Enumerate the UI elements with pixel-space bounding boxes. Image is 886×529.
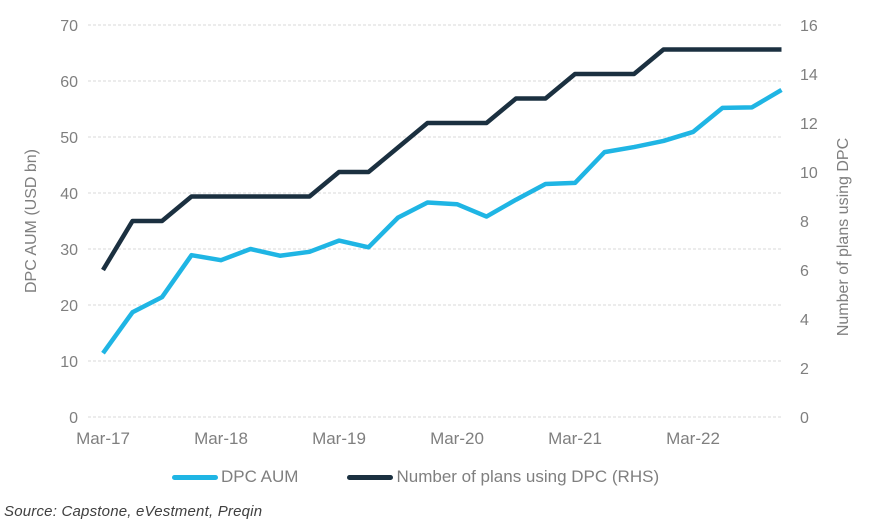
right-axis-tick-label: 10 [800, 165, 818, 182]
right-axis-tick-label: 2 [800, 361, 809, 378]
x-axis-tick-label: Mar-21 [548, 429, 602, 448]
right-axis-tick-label: 14 [800, 67, 818, 84]
left-axis-tick-label: 20 [60, 298, 78, 315]
left-axis-tick-label: 40 [60, 186, 78, 203]
right-axis-tick-label: 4 [800, 312, 809, 329]
series-line-plans [101, 47, 782, 272]
legend: DPC AUM Number of plans using DPC (RHS) [172, 467, 659, 487]
right-axis-tick-label: 0 [800, 410, 809, 427]
left-axis-tick-label: 0 [69, 410, 78, 427]
left-axis-tick-label: 70 [60, 18, 78, 35]
x-axis-tick-label: Mar-20 [430, 429, 484, 448]
left-axis-tick-label: 10 [60, 354, 78, 371]
left-axis-tick-label: 30 [60, 242, 78, 259]
right-axis-tick-label: 6 [800, 263, 809, 280]
right-axis-title: Number of plans using DPC [835, 137, 852, 337]
right-axis-tick-label: 16 [800, 18, 818, 35]
left-axis-tick-label: 60 [60, 74, 78, 91]
legend-item-plans: Number of plans using DPC (RHS) [347, 467, 659, 487]
legend-item-dpc-aum: DPC AUM [172, 467, 298, 487]
right-axis-tick-label: 8 [800, 214, 809, 231]
x-axis-tick-label: Mar-22 [666, 429, 720, 448]
source-note: Source: Capstone, eVestment, Preqin [4, 503, 263, 520]
x-axis-tick-label: Mar-18 [194, 429, 248, 448]
left-axis-tick-label: 50 [60, 130, 78, 147]
legend-swatch-plans [347, 474, 394, 480]
x-axis-tick-label: Mar-17 [76, 429, 130, 448]
series-line-aum [101, 88, 783, 355]
left-axis-title: DPC AUM (USD bn) [23, 148, 40, 294]
right-axis-tick-label: 12 [800, 116, 818, 133]
legend-label-dpc-aum: DPC AUM [221, 467, 299, 486]
x-axis-tick-label: Mar-19 [312, 429, 366, 448]
legend-swatch-dpc-aum [172, 474, 218, 480]
legend-label-plans: Number of plans using DPC (RHS) [396, 467, 660, 486]
